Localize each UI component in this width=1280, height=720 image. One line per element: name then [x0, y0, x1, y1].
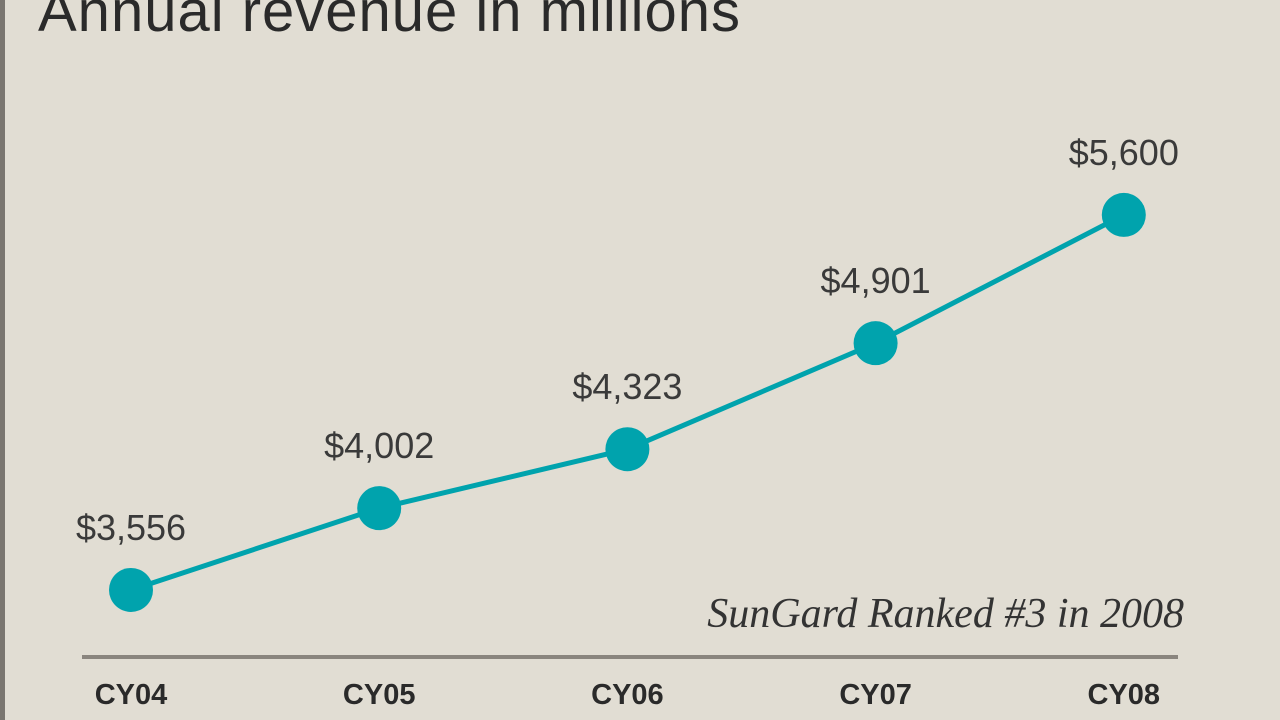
- chart-title: Annual revenue in millions: [38, 0, 742, 44]
- data-point: [109, 567, 153, 612]
- data-point: [357, 486, 402, 531]
- left-border: [0, 0, 5, 720]
- x-tick-label: CY05: [343, 679, 416, 711]
- data-point: [853, 321, 898, 366]
- data-point: [605, 427, 650, 472]
- x-tick-label: CY08: [1088, 679, 1161, 711]
- data-label: $4,901: [821, 260, 931, 301]
- x-tick-label: CY04: [95, 679, 168, 711]
- data-label: $5,600: [1069, 132, 1179, 173]
- x-tick-label: CY06: [591, 679, 664, 711]
- data-point: [1101, 192, 1146, 237]
- x-tick-label: CY07: [839, 679, 912, 711]
- data-label: $4,323: [572, 366, 682, 407]
- chart-annotation: SunGard Ranked #3 in 2008: [707, 591, 1184, 637]
- data-label: $4,002: [324, 425, 434, 466]
- data-label: $3,556: [76, 507, 186, 548]
